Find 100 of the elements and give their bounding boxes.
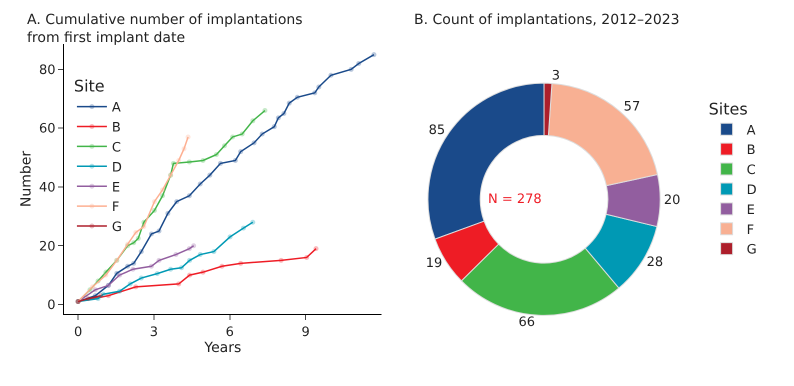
point: [182, 146, 187, 152]
point: [222, 143, 227, 148]
point: [133, 284, 138, 290]
point: [316, 84, 322, 90]
legend-label: G: [746, 242, 757, 258]
point: [228, 234, 233, 240]
point: [176, 281, 182, 286]
point: [238, 260, 244, 266]
point: [356, 60, 362, 66]
legend-label: E: [112, 180, 120, 196]
text: N = 278: [488, 192, 542, 207]
point: [117, 288, 122, 294]
point: [348, 66, 354, 72]
legend-label: C: [746, 163, 756, 178]
y-tick-label: 40: [39, 180, 56, 196]
data-label: 66: [518, 315, 536, 330]
point: [230, 134, 236, 140]
point: [278, 258, 284, 263]
point: [152, 208, 157, 213]
data-label: 3: [552, 68, 560, 84]
point: [207, 172, 212, 178]
data-label: 19: [426, 256, 442, 272]
point: [170, 160, 176, 166]
point: [294, 94, 300, 100]
point: [371, 52, 376, 58]
point: [328, 72, 334, 78]
point: [138, 276, 144, 281]
point: [240, 226, 246, 231]
point: [86, 296, 91, 302]
point: [186, 246, 192, 252]
point: [128, 281, 133, 286]
x-tick-label: 6: [226, 324, 234, 340]
point: [312, 90, 318, 96]
point: [314, 246, 319, 252]
point: [141, 224, 146, 230]
point: [160, 193, 166, 198]
point: [103, 272, 108, 278]
point: [117, 272, 122, 278]
point: [133, 230, 138, 235]
chart-title: A. Cumulative number of implantations from first implant date: [27, 12, 303, 46]
legend-label: A: [746, 123, 756, 138]
point: [186, 193, 192, 198]
point: [138, 249, 144, 254]
point: [174, 199, 180, 204]
legend-label: D: [112, 160, 122, 176]
point: [160, 187, 166, 192]
point: [148, 264, 154, 269]
point: [154, 271, 160, 276]
point: [240, 132, 245, 137]
point: [186, 159, 192, 164]
point: [198, 182, 203, 186]
point: [136, 236, 141, 241]
chart-title: B. Count of implantations, 2012–2023: [414, 12, 680, 28]
legend-label: G: [112, 220, 122, 236]
x-tick-label: 9: [302, 324, 310, 340]
y-axis-title: Number: [18, 150, 35, 208]
point: [218, 160, 223, 166]
y-tick-label: 80: [39, 62, 56, 78]
x-tick-label: 3: [150, 324, 158, 340]
legend-label: B: [112, 120, 121, 136]
legend-label: A: [112, 100, 121, 116]
point: [125, 264, 130, 269]
point: [211, 249, 216, 254]
legend-title: Site: [74, 76, 105, 96]
point: [173, 252, 178, 258]
x-tick-label: 0: [74, 324, 82, 340]
y-tick-label: 60: [39, 122, 56, 137]
point: [131, 260, 136, 266]
point: [156, 258, 162, 263]
y-tick-label: 20: [39, 239, 56, 254]
point: [232, 158, 238, 163]
point: [219, 264, 224, 269]
point: [156, 228, 162, 234]
legend-label: F: [746, 222, 754, 238]
data-label: 28: [646, 254, 664, 270]
line-series: [76, 220, 256, 304]
point: [191, 243, 196, 248]
point: [238, 149, 244, 154]
legend-label: B: [746, 143, 756, 158]
point: [165, 210, 170, 216]
point: [250, 118, 256, 124]
point: [281, 110, 286, 116]
legend-title: Sites: [708, 99, 748, 118]
point: [90, 284, 95, 290]
data-label: 85: [428, 122, 446, 138]
point: [198, 252, 203, 258]
point: [152, 199, 157, 204]
point: [179, 265, 184, 270]
legend-label: E: [746, 202, 755, 218]
point: [176, 158, 182, 163]
point: [200, 158, 206, 163]
point: [187, 258, 192, 263]
point: [276, 115, 281, 120]
y-tick-label: 0: [47, 298, 56, 314]
data-label: 57: [624, 100, 640, 115]
legend-label: C: [112, 140, 121, 156]
point: [252, 140, 257, 146]
point: [260, 132, 265, 137]
data-label: 20: [664, 193, 680, 208]
legend-label: F: [112, 200, 120, 216]
